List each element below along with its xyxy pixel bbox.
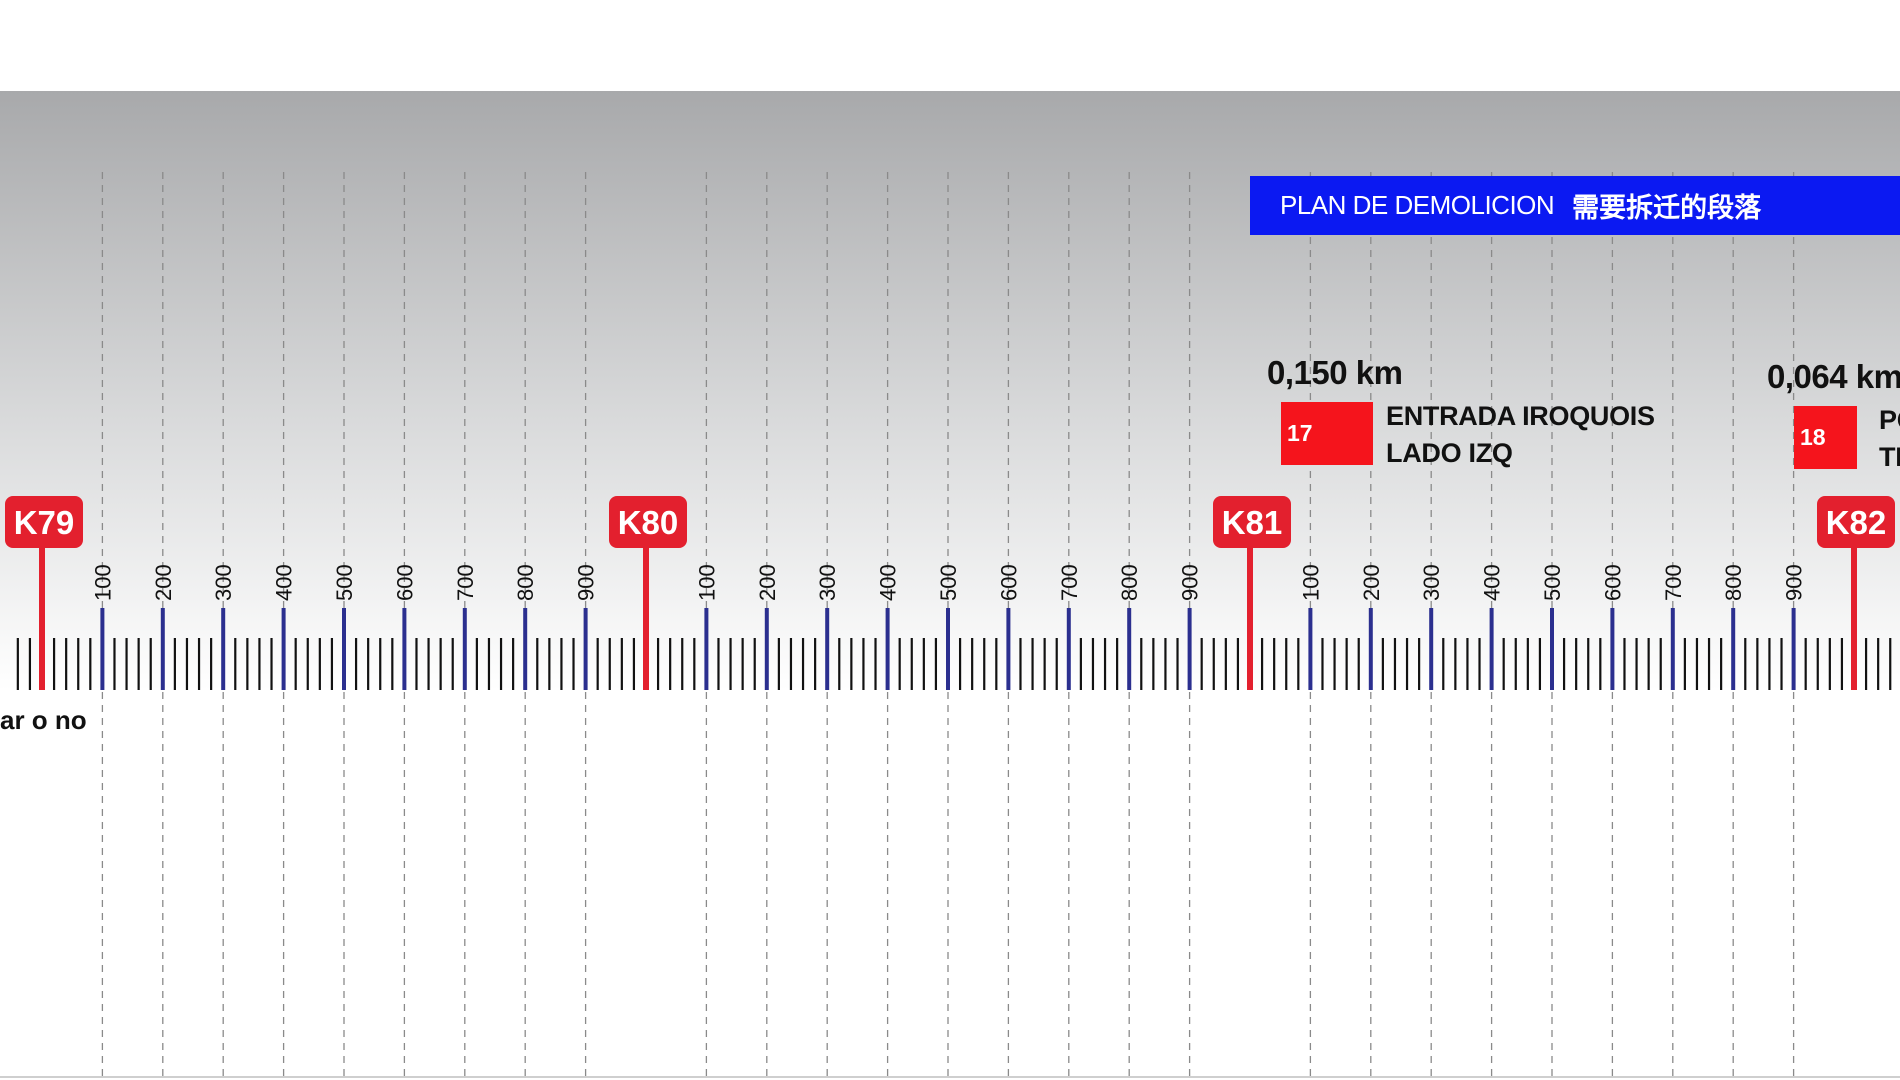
hundred-meter-label: 500 — [332, 564, 357, 601]
km-marker-label: K81 — [1222, 504, 1283, 541]
hundred-meter-label: 900 — [1782, 564, 1807, 601]
hundred-meter-label: 100 — [90, 564, 115, 601]
hundred-meter-ticks: 100 200 300 400 500 600 700 800 900 100 200 300 400 5… — [90, 564, 1807, 690]
demolition-plan-banner: PLAN DE DEMOLICION 需要拆迁的段落 — [1250, 176, 1900, 235]
item-18-line2: TI — [1879, 442, 1900, 472]
km-marker-box — [609, 496, 687, 548]
item-17-number-box: 17 — [1281, 402, 1373, 465]
hundred-meter-label: 200 — [1359, 564, 1384, 601]
km-marker-box — [1817, 496, 1895, 548]
item-18-distance: 0,064 km — [1767, 358, 1900, 395]
hundred-meter-label: 200 — [755, 564, 780, 601]
hundred-meter-label: 400 — [1480, 564, 1505, 601]
km-marker-box — [1213, 496, 1291, 548]
hundred-meter-label: 900 — [1178, 564, 1203, 601]
banner-label: PLAN DE DEMOLICION — [1280, 190, 1555, 220]
km-marker-box — [5, 496, 83, 548]
item-18-number-box: 18 — [1794, 406, 1857, 469]
kilometer-markers: K79 K80 K81 K82 — [5, 496, 1895, 690]
hundred-meter-label: 400 — [272, 564, 297, 601]
hundred-meter-label: 100 — [694, 564, 719, 601]
hundred-meter-label: 200 — [151, 564, 176, 601]
item-17-line2: LADO IZQ — [1386, 438, 1513, 468]
item-17-description: ENTRADA IROQUOIS LADO IZQ — [1386, 398, 1655, 472]
item-17-distance: 0,150 km — [1267, 354, 1403, 391]
hundred-meter-label: 600 — [392, 564, 417, 601]
hundred-meter-label: 400 — [876, 564, 901, 601]
hundred-meter-label: 800 — [1721, 564, 1746, 601]
item-18-line1: PC — [1879, 405, 1900, 435]
hundred-meter-label: 600 — [996, 564, 1021, 601]
hundred-meter-label: 100 — [1298, 564, 1323, 601]
hundred-meter-label: 300 — [1419, 564, 1444, 601]
hundred-meter-label: 300 — [815, 564, 840, 601]
hundred-meter-label: 800 — [1117, 564, 1142, 601]
item-18-description: PC TI — [1879, 402, 1900, 476]
km-marker-label: K82 — [1826, 504, 1887, 541]
hundred-meter-label: 300 — [211, 564, 236, 601]
km-marker-label: K79 — [14, 504, 75, 541]
item-17-number: 17 — [1287, 420, 1313, 446]
left-note: ar o no — [0, 705, 87, 735]
grid-lines — [101, 172, 1795, 1078]
hundred-meter-label: 500 — [936, 564, 961, 601]
banner-label-cn: 需要拆迁的段落 — [1572, 193, 1762, 223]
hundred-meter-label: 600 — [1600, 564, 1625, 601]
km-marker-label: K80 — [618, 504, 679, 541]
item-17-line1: ENTRADA IROQUOIS — [1386, 401, 1655, 431]
item-18-number: 18 — [1800, 424, 1826, 450]
hundred-meter-label: 500 — [1540, 564, 1565, 601]
hundred-meter-label: 800 — [513, 564, 538, 601]
hundred-meter-label: 700 — [1661, 564, 1686, 601]
hundred-meter-label: 900 — [574, 564, 599, 601]
hundred-meter-label: 700 — [453, 564, 478, 601]
hundred-meter-label: 700 — [1057, 564, 1082, 601]
